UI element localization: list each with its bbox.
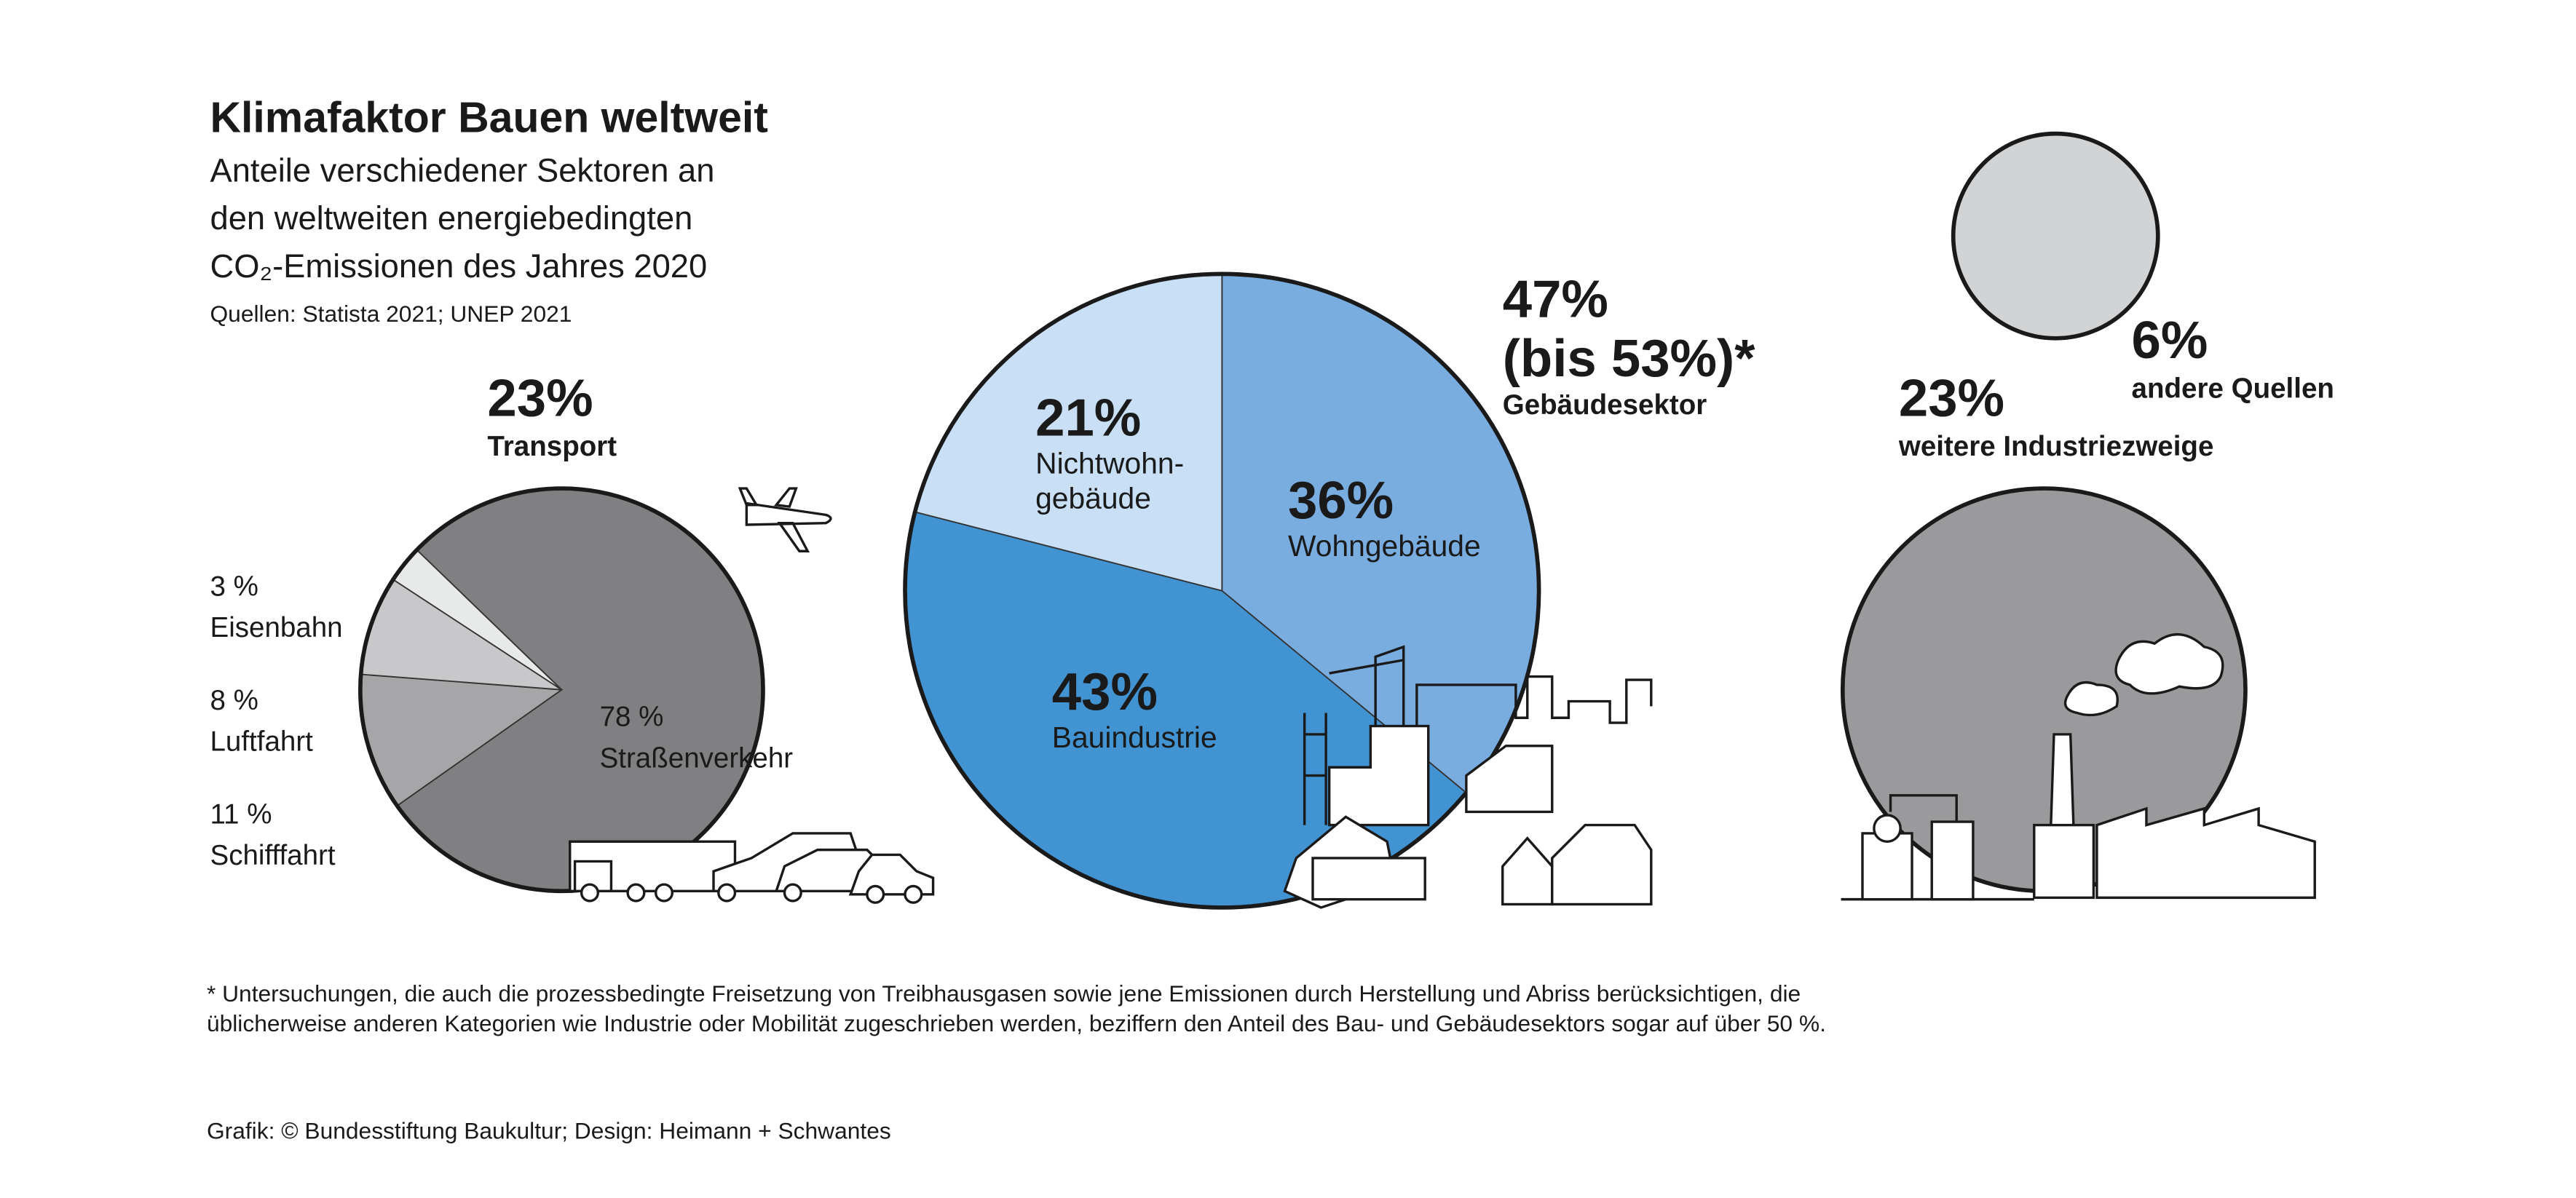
skyline-icon bbox=[1415, 675, 1653, 726]
wheel bbox=[654, 883, 674, 903]
cloud-icon bbox=[2063, 681, 2119, 717]
category-label: weitere Industriezweige bbox=[1898, 431, 2214, 462]
category-label: Nichtwohn- bbox=[1035, 447, 1184, 480]
house-icon bbox=[1465, 745, 1554, 814]
source: Quellen: Statista 2021; UNEP 2021 bbox=[210, 301, 572, 327]
category-label: gebäude bbox=[1035, 481, 1151, 515]
subtitle: CO₂-Emissionen des Jahres 2020 bbox=[210, 247, 708, 285]
total-label: 47% bbox=[1503, 269, 1608, 328]
total-note: (bis 53%)* bbox=[1503, 329, 1755, 388]
wheel bbox=[904, 884, 923, 904]
tank-icon bbox=[1930, 820, 1975, 901]
crane-icon bbox=[1303, 645, 1405, 825]
category-label: Straßenverkehr bbox=[600, 742, 794, 774]
value-label: 11 % bbox=[210, 798, 272, 830]
credit: Grafik: © Bundesstiftung Baukultur; Desi… bbox=[207, 1117, 891, 1143]
pie-outline bbox=[903, 271, 1541, 910]
wheel bbox=[626, 883, 646, 903]
category-label: Luftfahrt bbox=[210, 726, 314, 758]
pie-slice bbox=[1951, 131, 2160, 341]
subtitle: Anteile verschiedener Sektoren an bbox=[210, 151, 715, 189]
value-label: 21% bbox=[1035, 389, 1141, 448]
category-label: andere Quellen bbox=[2132, 373, 2334, 404]
total-label: 23% bbox=[487, 368, 593, 427]
title: Klimafaktor Bauen weltweit bbox=[210, 94, 768, 141]
building-icon bbox=[1327, 724, 1430, 827]
value-label: 23% bbox=[1899, 368, 2004, 427]
illustrations bbox=[569, 487, 2316, 909]
house-icon bbox=[1551, 823, 1653, 906]
category-label: Wohngebäude bbox=[1288, 529, 1481, 563]
charts: 78 % Straßenverkehr 11 % Schifffahrt 8 % Luft… bbox=[210, 131, 2334, 910]
wheel bbox=[717, 883, 737, 903]
pie-outline bbox=[357, 486, 765, 894]
chimney-icon bbox=[2049, 733, 2075, 835]
factory-icon bbox=[2033, 823, 2095, 900]
dome-icon bbox=[1873, 814, 1902, 843]
category-label: Bauindustrie bbox=[1052, 721, 1217, 754]
wheel bbox=[866, 884, 885, 904]
value-label: 3 % bbox=[210, 571, 258, 602]
value-label: 6% bbox=[2132, 311, 2208, 370]
wheel bbox=[783, 883, 802, 903]
footnote: üblicherweise anderen Kategorien wie Ind… bbox=[207, 1010, 1826, 1036]
sector-label: Transport bbox=[487, 431, 617, 462]
tank-icon bbox=[1861, 832, 1913, 901]
subtitle: den weltweiten energiebedingten bbox=[210, 199, 693, 237]
value-label: 8 % bbox=[210, 685, 258, 716]
plane-icon bbox=[738, 487, 832, 552]
category-label: Schifffahrt bbox=[210, 840, 336, 871]
sector-label: Gebäudesektor bbox=[1503, 389, 1707, 421]
car-icon bbox=[848, 853, 935, 896]
value-label: 78 % bbox=[600, 702, 664, 733]
category-label: Eisenbahn bbox=[210, 612, 343, 643]
value-label: 36% bbox=[1288, 471, 1394, 530]
cloud-icon bbox=[2114, 633, 2224, 695]
value-label: 43% bbox=[1052, 662, 1158, 721]
mixer-truck bbox=[1311, 857, 1426, 901]
footnote: * Untersuchungen, die auch die prozessbe… bbox=[207, 980, 1801, 1007]
factory-icon bbox=[2095, 806, 2316, 900]
wheel bbox=[580, 883, 600, 903]
truck-cab bbox=[573, 860, 613, 892]
